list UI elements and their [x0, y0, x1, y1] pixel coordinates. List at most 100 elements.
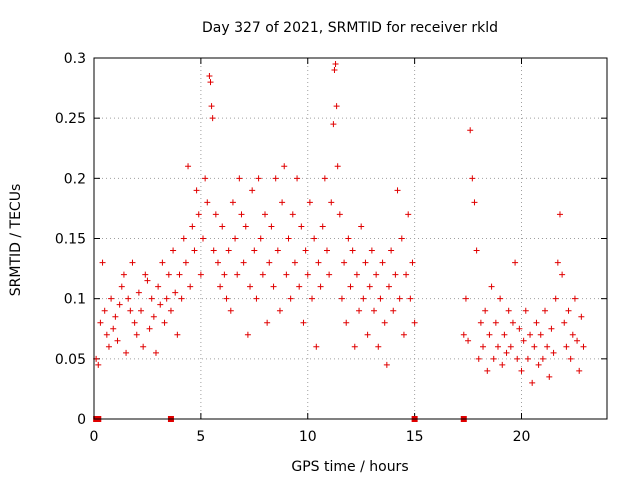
data-point [182, 259, 189, 266]
data-point [131, 319, 138, 326]
data-point [315, 259, 322, 266]
data-point [204, 199, 211, 206]
data-point [550, 349, 557, 356]
data-point [225, 247, 232, 254]
data-point [535, 361, 542, 368]
y-tick-label: 0.2 [64, 171, 86, 187]
data-point [272, 175, 279, 182]
data-point [129, 259, 136, 266]
data-point [548, 325, 555, 332]
data-point [300, 319, 307, 326]
data-point [554, 259, 561, 266]
data-point [148, 295, 155, 302]
data-point [407, 295, 414, 302]
data-point [529, 379, 536, 386]
data-point [176, 271, 183, 278]
data-point [234, 271, 241, 278]
data-point [347, 283, 354, 290]
data-point [471, 199, 478, 206]
data-point [368, 247, 375, 254]
data-point [488, 283, 495, 290]
data-point [227, 307, 234, 314]
data-point [338, 295, 345, 302]
data-point [398, 235, 405, 242]
data-point [170, 247, 177, 254]
data-point [135, 289, 142, 296]
data-point [302, 247, 309, 254]
data-point [304, 271, 311, 278]
data-point [207, 79, 214, 86]
data-point [514, 355, 521, 362]
data-point [240, 259, 247, 266]
data-point [467, 127, 474, 134]
data-point [473, 247, 480, 254]
data-point [118, 283, 125, 290]
data-point [567, 355, 574, 362]
data-point [576, 367, 583, 374]
data-point [309, 295, 316, 302]
data-point [482, 307, 489, 314]
data-point [396, 295, 403, 302]
data-point [257, 235, 264, 242]
data-point [559, 271, 566, 278]
data-point [116, 301, 123, 308]
data-point [569, 331, 576, 338]
data-point [377, 295, 384, 302]
data-point [490, 355, 497, 362]
x-tick-label: 5 [196, 429, 205, 445]
data-point [189, 223, 196, 230]
data-point [214, 259, 221, 266]
data-point [494, 343, 501, 350]
data-point [383, 361, 390, 368]
x-tick-label: 10 [299, 429, 317, 445]
data-point [165, 271, 172, 278]
data-point [311, 235, 318, 242]
data-point [125, 295, 132, 302]
data-point [264, 319, 271, 326]
data-point [501, 331, 508, 338]
data-point [195, 211, 202, 218]
data-point [167, 307, 174, 314]
data-point [366, 283, 373, 290]
data-point [112, 313, 119, 320]
data-point [330, 121, 337, 128]
data-point [520, 337, 527, 344]
data-point [390, 307, 397, 314]
data-point [101, 307, 108, 314]
data-point [306, 199, 313, 206]
data-point [105, 343, 112, 350]
data-point [281, 163, 288, 170]
data-point [512, 259, 519, 266]
data-point [236, 175, 243, 182]
data-point [210, 247, 217, 254]
x-tick-label: 0 [90, 429, 99, 445]
data-point [161, 319, 168, 326]
data-point [150, 313, 157, 320]
data-point [200, 235, 207, 242]
x-tick-label: 20 [513, 429, 531, 445]
data-point [255, 175, 262, 182]
data-point [411, 319, 418, 326]
data-point [209, 115, 216, 122]
data-point [178, 295, 185, 302]
plot-frame [93, 57, 608, 420]
data-point [561, 319, 568, 326]
data-point [574, 337, 581, 344]
data-point [465, 337, 472, 344]
data-point [185, 163, 192, 170]
data-point [206, 73, 213, 80]
data-point [518, 367, 525, 374]
data-point [531, 343, 538, 350]
y-tick-label: 0.25 [55, 111, 86, 127]
data-point [321, 175, 328, 182]
x-axis-label: GPS time / hours [291, 459, 408, 475]
data-point [403, 271, 410, 278]
data-point [375, 343, 382, 350]
data-point [253, 295, 260, 302]
axis-ticks: 0 0.05 0.1 0.15 0.2 0.25 0.3 0 5 10 15 20 [55, 51, 607, 445]
data-point [259, 271, 266, 278]
data-point [276, 307, 283, 314]
data-point [223, 295, 230, 302]
data-point [287, 295, 294, 302]
data-point [197, 271, 204, 278]
